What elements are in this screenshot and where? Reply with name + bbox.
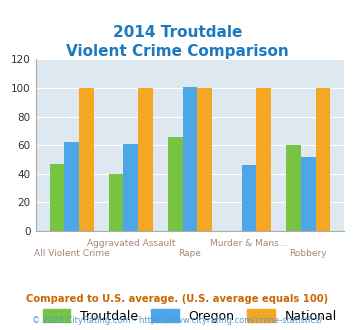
Text: Rape: Rape	[179, 249, 201, 258]
Bar	[197, 88, 212, 231]
Text: Robbery: Robbery	[289, 249, 327, 258]
Bar	[286, 145, 301, 231]
Bar	[79, 88, 94, 231]
Text: Compared to U.S. average. (U.S. average equals 100): Compared to U.S. average. (U.S. average …	[26, 294, 329, 304]
Bar	[138, 88, 153, 231]
Bar	[316, 88, 330, 231]
Text: © 2025 CityRating.com - https://www.cityrating.com/crime-statistics/: © 2025 CityRating.com - https://www.city…	[32, 315, 323, 325]
Bar	[109, 174, 124, 231]
Bar	[242, 165, 256, 231]
Text: Aggravated Assault: Aggravated Assault	[87, 239, 175, 248]
Text: All Violent Crime: All Violent Crime	[34, 249, 110, 258]
Bar	[256, 88, 271, 231]
Bar	[124, 144, 138, 231]
Legend: Troutdale, Oregon, National: Troutdale, Oregon, National	[37, 303, 343, 329]
Text: Violent Crime Comparison: Violent Crime Comparison	[66, 45, 289, 59]
Text: Murder & Mans...: Murder & Mans...	[211, 239, 288, 248]
Bar	[50, 164, 64, 231]
Bar	[64, 142, 79, 231]
Bar	[301, 157, 316, 231]
Text: 2014 Troutdale: 2014 Troutdale	[113, 25, 242, 40]
Bar	[182, 86, 197, 231]
Bar	[168, 137, 182, 231]
